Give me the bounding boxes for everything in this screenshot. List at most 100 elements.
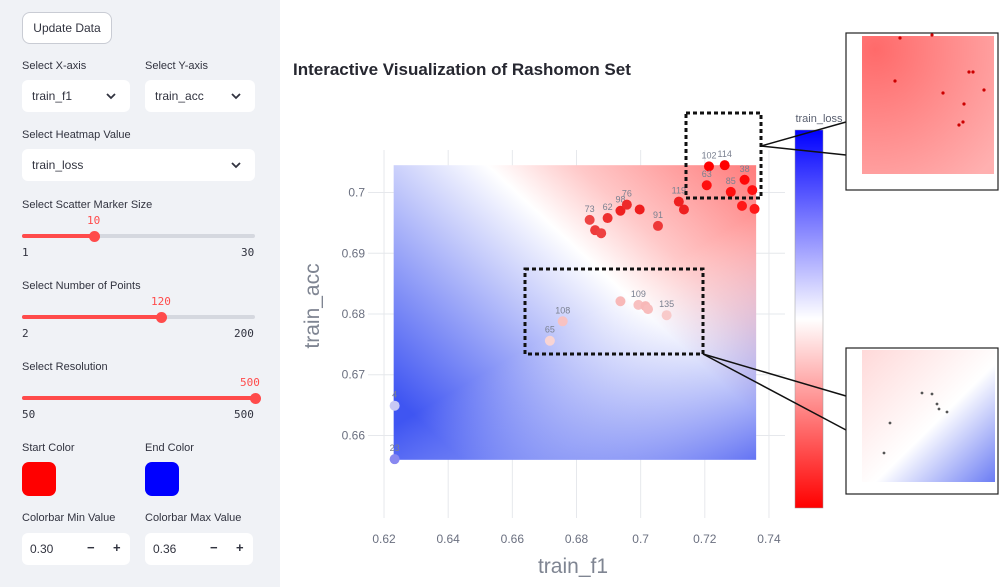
update-data-button[interactable]: Update Data bbox=[22, 12, 112, 44]
marker-size-min: 1 bbox=[22, 246, 29, 259]
start-color-label: Start Color bbox=[22, 442, 75, 454]
num-points-value: 120 bbox=[151, 295, 171, 308]
zoom-box-top bbox=[684, 111, 763, 200]
x-axis-label: Select X-axis bbox=[22, 60, 87, 72]
chevron-down-icon bbox=[106, 93, 116, 100]
y-tick-label: 0.69 bbox=[342, 246, 366, 260]
x-axis-title: train_f1 bbox=[538, 555, 608, 578]
cbar-max-value: 0.36 bbox=[153, 542, 177, 556]
point-label: 38 bbox=[740, 164, 750, 174]
marker-size-value: 10 bbox=[87, 214, 101, 227]
slider-thumb[interactable] bbox=[88, 230, 100, 242]
y-tick-label: 0.68 bbox=[342, 307, 366, 321]
scatter-point[interactable] bbox=[602, 213, 613, 224]
x-tick-label: 0.66 bbox=[501, 532, 525, 546]
scatter-point[interactable] bbox=[678, 204, 689, 215]
marker-size-slider[interactable] bbox=[22, 230, 255, 242]
scatter-point[interactable] bbox=[725, 186, 736, 197]
point-label: 62 bbox=[603, 202, 613, 212]
scatter-point[interactable] bbox=[703, 161, 714, 172]
increment-button[interactable]: + bbox=[113, 540, 121, 555]
scatter-point[interactable] bbox=[634, 204, 645, 215]
y-tick-label: 0.66 bbox=[342, 428, 366, 442]
scatter-point[interactable] bbox=[544, 335, 555, 346]
resolution-label: Select Resolution bbox=[22, 361, 108, 373]
x-tick-label: 0.62 bbox=[372, 532, 396, 546]
point-label: 76 bbox=[622, 189, 632, 199]
heatmap-area bbox=[393, 165, 757, 460]
resolution-max: 500 bbox=[234, 408, 254, 421]
scatter-point[interactable] bbox=[747, 185, 758, 196]
end-color-picker[interactable] bbox=[145, 462, 179, 496]
slider-fill bbox=[22, 396, 255, 400]
scatter-point[interactable] bbox=[673, 196, 684, 207]
cbar-max-label: Colorbar Max Value bbox=[145, 512, 242, 524]
slider-fill bbox=[22, 315, 161, 319]
scatter-point[interactable] bbox=[633, 299, 644, 310]
x-tick-label: 0.68 bbox=[565, 532, 589, 546]
heatmap-value: train_loss bbox=[32, 158, 84, 172]
scatter-point[interactable] bbox=[389, 400, 400, 411]
zoom-inset-top bbox=[845, 32, 999, 191]
cbar-min-input[interactable]: 0.30 − + bbox=[22, 533, 130, 565]
scatter-point[interactable] bbox=[719, 160, 730, 171]
decrement-button[interactable]: − bbox=[210, 540, 218, 555]
cbar-max-input[interactable]: 0.36 − + bbox=[145, 533, 253, 565]
point-label: 65 bbox=[545, 325, 555, 335]
slider-thumb[interactable] bbox=[155, 311, 167, 323]
num-points-min: 2 bbox=[22, 327, 29, 340]
connector-line bbox=[760, 121, 847, 147]
cbar-min-value: 0.30 bbox=[30, 542, 54, 556]
point-label: 135 bbox=[659, 299, 674, 309]
colorbar bbox=[794, 129, 824, 509]
scatter-point[interactable] bbox=[621, 199, 632, 210]
point-label: 23 bbox=[390, 443, 400, 453]
scatter-point[interactable] bbox=[640, 301, 651, 312]
y-axis-title: train_acc bbox=[301, 263, 324, 348]
point-label: 114 bbox=[718, 149, 732, 159]
connector-line bbox=[760, 145, 847, 156]
scatter-point[interactable] bbox=[661, 310, 672, 321]
decrement-button[interactable]: − bbox=[87, 540, 95, 555]
point-label: 4 bbox=[392, 390, 397, 400]
scatter-point[interactable] bbox=[701, 180, 712, 191]
scatter-point[interactable] bbox=[596, 228, 607, 239]
num-points-max: 200 bbox=[234, 327, 254, 340]
x-axis-value: train_f1 bbox=[32, 89, 73, 103]
scatter-point[interactable] bbox=[389, 454, 400, 465]
point-label: 91 bbox=[653, 210, 663, 220]
connector-line bbox=[702, 353, 847, 397]
slider-thumb[interactable] bbox=[249, 392, 261, 404]
scatter-point[interactable] bbox=[737, 200, 748, 211]
scatter-point[interactable] bbox=[652, 220, 663, 231]
scatter-point[interactable] bbox=[749, 203, 760, 214]
scatter-point[interactable] bbox=[615, 296, 626, 307]
slider-fill bbox=[22, 234, 94, 238]
chevron-down-icon bbox=[231, 162, 241, 169]
y-axis-select[interactable]: train_acc bbox=[145, 80, 255, 112]
scatter-point[interactable] bbox=[615, 205, 626, 216]
increment-button[interactable]: + bbox=[236, 540, 244, 555]
x-tick-label: 0.74 bbox=[757, 532, 781, 546]
zoom-inset-bottom bbox=[845, 347, 999, 495]
scatter-point[interactable] bbox=[643, 304, 654, 315]
y-tick-label: 0.67 bbox=[342, 368, 366, 382]
point-label: 98 bbox=[615, 195, 625, 205]
scatter-point[interactable] bbox=[590, 225, 601, 236]
point-label: 109 bbox=[631, 289, 646, 299]
y-axis-label: Select Y-axis bbox=[145, 60, 208, 72]
y-axis-value: train_acc bbox=[155, 89, 204, 103]
num-points-slider[interactable] bbox=[22, 311, 255, 323]
heatmap-select[interactable]: train_loss bbox=[22, 149, 255, 181]
scatter-point[interactable] bbox=[584, 214, 595, 225]
resolution-slider[interactable] bbox=[22, 392, 261, 404]
heatmap-overlay bbox=[393, 165, 757, 460]
point-label: 85 bbox=[726, 176, 736, 186]
colorbar-title: train_loss bbox=[795, 113, 843, 125]
scatter-point[interactable] bbox=[739, 174, 750, 185]
point-label: 119 bbox=[672, 186, 686, 196]
scatter-point[interactable] bbox=[557, 316, 568, 327]
start-color-picker[interactable] bbox=[22, 462, 56, 496]
connector-line bbox=[702, 353, 847, 431]
x-axis-select[interactable]: train_f1 bbox=[22, 80, 130, 112]
